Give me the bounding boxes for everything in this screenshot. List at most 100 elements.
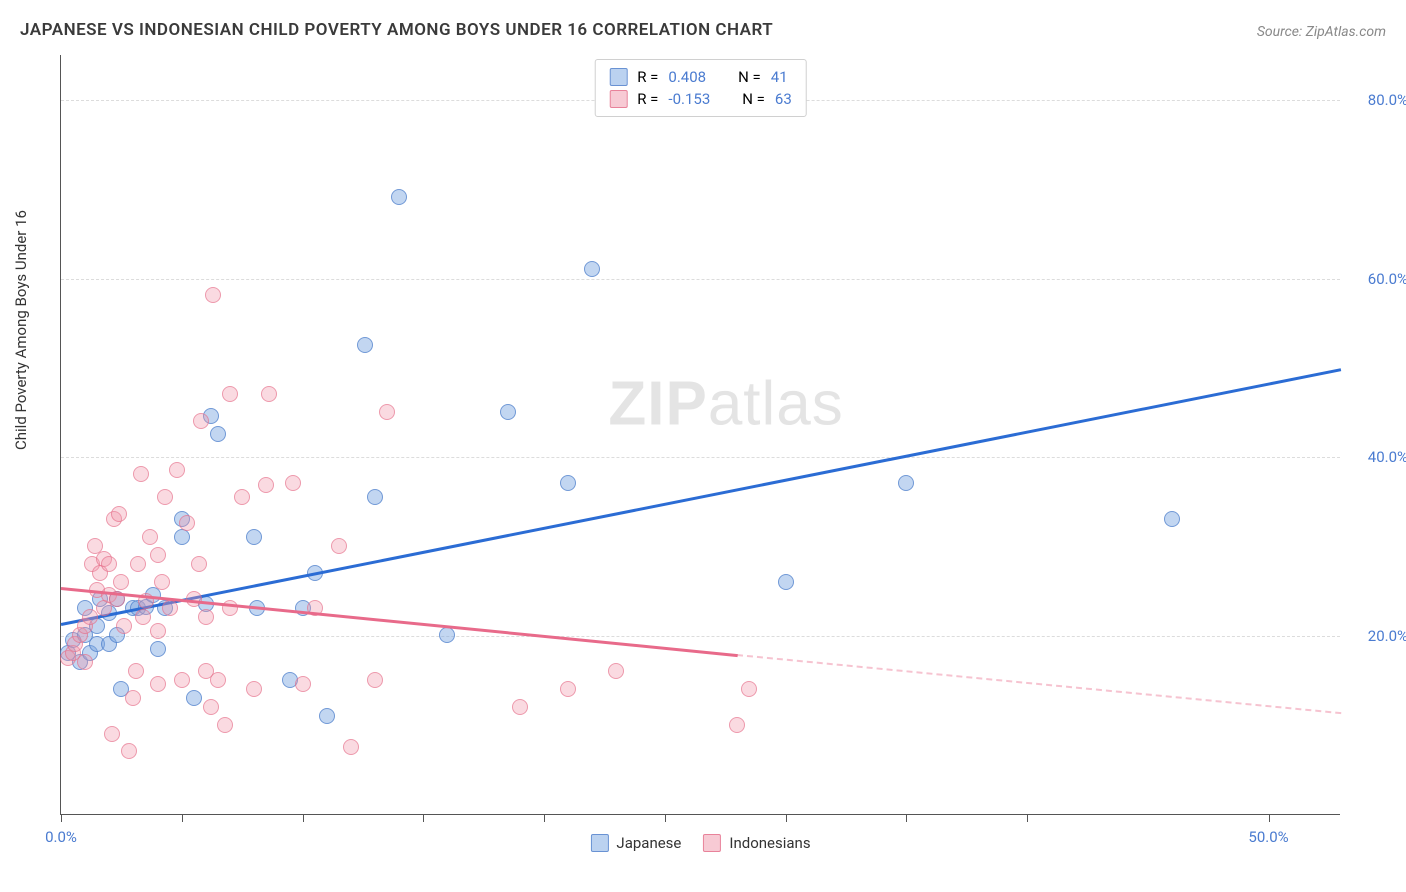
data-point bbox=[285, 475, 301, 491]
gridline bbox=[61, 279, 1340, 280]
data-point bbox=[135, 609, 151, 625]
y-tick-label: 40.0% bbox=[1368, 448, 1406, 466]
n-label: N = bbox=[742, 90, 765, 108]
square-icon bbox=[609, 68, 627, 86]
gridline bbox=[61, 457, 1340, 458]
watermark-bold: ZIP bbox=[608, 370, 707, 439]
data-point bbox=[560, 681, 576, 697]
data-point bbox=[133, 466, 149, 482]
y-tick-label: 60.0% bbox=[1368, 270, 1406, 288]
data-point bbox=[217, 717, 233, 733]
chart-plot-area: ZIPatlas R = 0.408 N = 41 R = -0.153 N =… bbox=[60, 55, 1340, 815]
data-point bbox=[234, 489, 250, 505]
data-point bbox=[778, 574, 794, 590]
data-point bbox=[179, 515, 195, 531]
data-point bbox=[154, 574, 170, 590]
data-point bbox=[261, 386, 277, 402]
square-icon bbox=[609, 90, 627, 108]
data-point bbox=[150, 547, 166, 563]
x-tick bbox=[786, 814, 787, 822]
data-point bbox=[210, 672, 226, 688]
data-point bbox=[203, 699, 219, 715]
data-point bbox=[128, 663, 144, 679]
data-point bbox=[319, 708, 335, 724]
data-point bbox=[295, 676, 311, 692]
x-tick bbox=[906, 814, 907, 822]
square-icon bbox=[703, 834, 721, 852]
r-label: R = bbox=[637, 68, 658, 86]
y-tick-label: 20.0% bbox=[1368, 627, 1406, 645]
gridline bbox=[61, 636, 1340, 637]
n-value-indonesians: 63 bbox=[775, 90, 792, 108]
data-point bbox=[125, 690, 141, 706]
data-point bbox=[343, 739, 359, 755]
data-point bbox=[1164, 511, 1180, 527]
data-point bbox=[113, 574, 129, 590]
x-tick bbox=[182, 814, 183, 822]
data-point bbox=[82, 609, 98, 625]
data-point bbox=[500, 404, 516, 420]
data-point bbox=[191, 556, 207, 572]
data-point bbox=[729, 717, 745, 733]
data-point bbox=[379, 404, 395, 420]
data-point bbox=[169, 462, 185, 478]
legend-label: Indonesians bbox=[729, 834, 810, 852]
x-tick bbox=[1269, 814, 1270, 822]
watermark: ZIPatlas bbox=[608, 369, 843, 440]
x-tick-label: 0.0% bbox=[45, 828, 77, 846]
watermark-light: atlas bbox=[708, 370, 844, 439]
data-point bbox=[357, 337, 373, 353]
data-point bbox=[246, 681, 262, 697]
x-tick bbox=[303, 814, 304, 822]
data-point bbox=[150, 676, 166, 692]
correlation-legend: R = 0.408 N = 41 R = -0.153 N = 63 bbox=[594, 59, 807, 117]
data-point bbox=[898, 475, 914, 491]
trend-line bbox=[737, 654, 1341, 714]
series-legend: Japanese Indonesians bbox=[590, 834, 810, 852]
r-label: R = bbox=[637, 90, 658, 108]
data-point bbox=[104, 726, 120, 742]
data-point bbox=[367, 672, 383, 688]
x-tick bbox=[665, 814, 666, 822]
data-point bbox=[210, 426, 226, 442]
x-tick-label: 50.0% bbox=[1248, 828, 1288, 846]
x-tick bbox=[544, 814, 545, 822]
legend-item-japanese: Japanese bbox=[590, 834, 681, 852]
legend-item-indonesians: Indonesians bbox=[703, 834, 810, 852]
data-point bbox=[560, 475, 576, 491]
data-point bbox=[439, 627, 455, 643]
data-point bbox=[246, 529, 262, 545]
source-attribution: Source: ZipAtlas.com bbox=[1257, 24, 1386, 40]
chart-title: JAPANESE VS INDONESIAN CHILD POVERTY AMO… bbox=[20, 20, 773, 40]
x-tick bbox=[1027, 814, 1028, 822]
data-point bbox=[198, 609, 214, 625]
data-point bbox=[101, 556, 117, 572]
data-point bbox=[130, 556, 146, 572]
data-point bbox=[157, 489, 173, 505]
data-point bbox=[512, 699, 528, 715]
data-point bbox=[608, 663, 624, 679]
data-point bbox=[162, 600, 178, 616]
n-value-japanese: 41 bbox=[771, 68, 788, 86]
data-point bbox=[142, 529, 158, 545]
data-point bbox=[391, 189, 407, 205]
data-point bbox=[193, 413, 209, 429]
square-icon bbox=[590, 834, 608, 852]
data-point bbox=[121, 743, 137, 759]
r-value-indonesians: -0.153 bbox=[668, 90, 710, 108]
data-point bbox=[116, 618, 132, 634]
x-tick bbox=[423, 814, 424, 822]
correlation-row-japanese: R = 0.408 N = 41 bbox=[609, 66, 792, 88]
y-tick-label: 80.0% bbox=[1368, 91, 1406, 109]
data-point bbox=[258, 477, 274, 493]
correlation-row-indonesians: R = -0.153 N = 63 bbox=[609, 88, 792, 110]
data-point bbox=[77, 654, 93, 670]
data-point bbox=[741, 681, 757, 697]
data-point bbox=[222, 386, 238, 402]
data-point bbox=[205, 287, 221, 303]
data-point bbox=[367, 489, 383, 505]
data-point bbox=[186, 690, 202, 706]
data-point bbox=[331, 538, 347, 554]
data-point bbox=[150, 641, 166, 657]
y-axis-label: Child Poverty Among Boys Under 16 bbox=[12, 210, 30, 450]
